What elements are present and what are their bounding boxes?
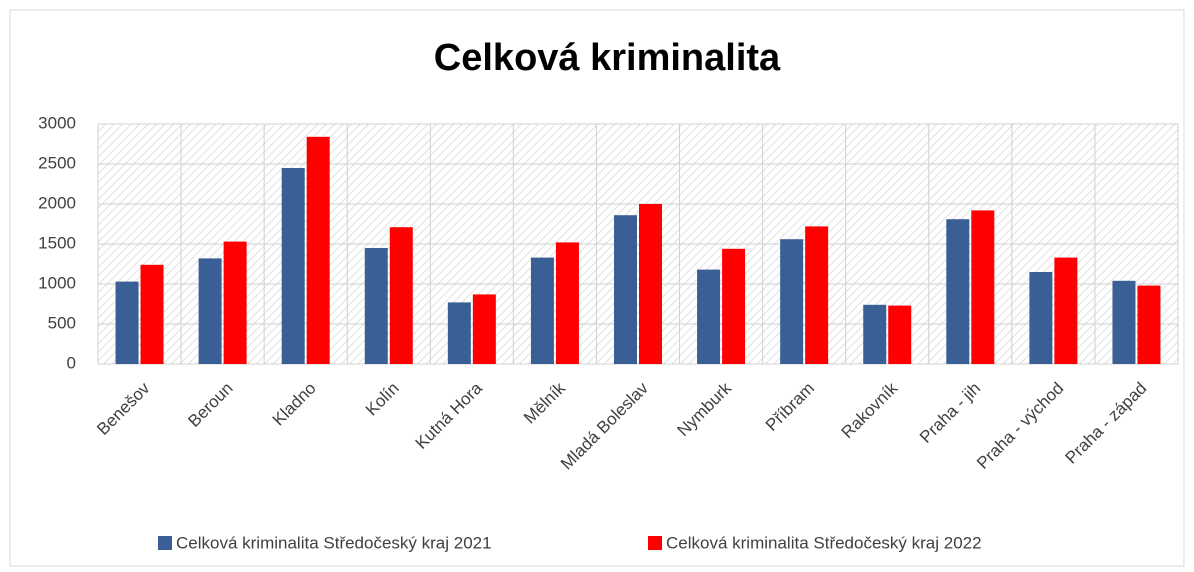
y-tick-label: 2500 xyxy=(38,153,76,172)
bar xyxy=(1054,257,1078,364)
bar xyxy=(115,281,139,364)
bar xyxy=(639,204,662,364)
legend-label: Celková kriminalita Středočeský kraj 202… xyxy=(176,533,492,552)
y-tick-label: 0 xyxy=(67,353,76,372)
bar xyxy=(888,305,912,364)
y-tick-label: 500 xyxy=(48,313,76,332)
bar xyxy=(722,248,746,364)
bar xyxy=(697,269,721,364)
bar xyxy=(223,241,247,364)
legend-label: Celková kriminalita Středočeský kraj 202… xyxy=(666,533,982,552)
bar xyxy=(1029,272,1053,364)
bar xyxy=(946,219,970,364)
bar xyxy=(863,304,887,364)
legend-swatch xyxy=(158,536,172,550)
legend-swatch xyxy=(648,536,662,550)
bar xyxy=(364,248,388,364)
bar xyxy=(1137,285,1161,364)
bar xyxy=(971,210,995,364)
bar xyxy=(389,227,413,364)
bar xyxy=(140,264,164,364)
y-tick-label: 1500 xyxy=(38,233,76,252)
chart-title: Celková kriminalita xyxy=(434,37,781,79)
bar xyxy=(472,294,496,364)
bar xyxy=(805,226,829,364)
y-tick-label: 2000 xyxy=(38,193,76,212)
bar xyxy=(447,302,471,364)
bar xyxy=(306,136,330,364)
bar xyxy=(780,239,804,364)
y-tick-label: 1000 xyxy=(38,273,76,292)
bar xyxy=(1112,280,1136,364)
bar xyxy=(555,242,579,364)
y-tick-label: 3000 xyxy=(38,113,76,132)
bar xyxy=(198,258,222,364)
bar xyxy=(530,257,554,364)
bar xyxy=(614,215,637,364)
bar xyxy=(281,168,305,364)
